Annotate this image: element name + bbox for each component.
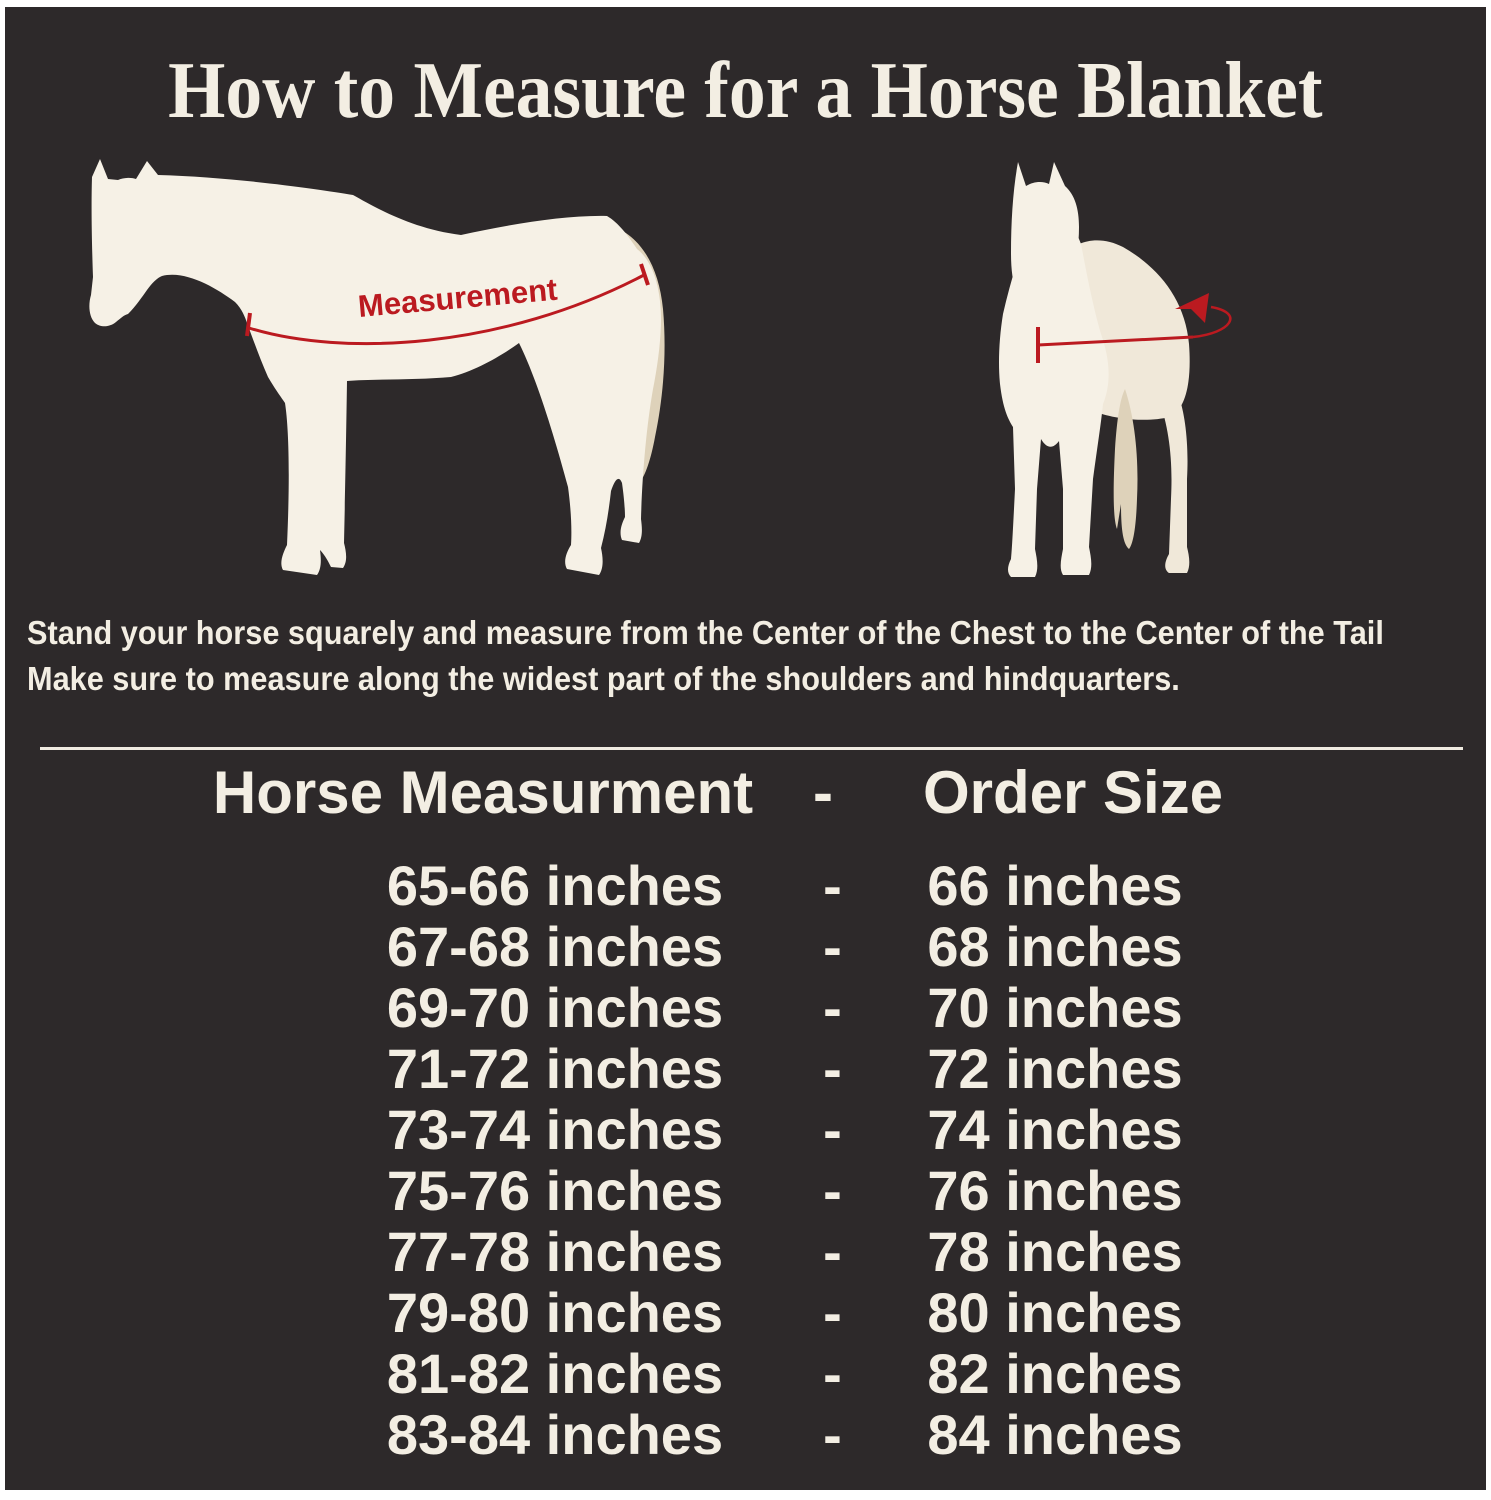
table-row: 83-84 inches - 84 inches xyxy=(305,1404,1250,1465)
table-row: 71-72 inches - 72 inches xyxy=(305,1038,1250,1099)
divider-line xyxy=(40,747,1463,750)
instruction-line-2: Make sure to measure along the widest pa… xyxy=(27,660,1180,697)
row-separator: - xyxy=(823,976,842,1039)
instructions: Stand your horse squarely and measure fr… xyxy=(27,610,1486,702)
row-separator: - xyxy=(823,1342,842,1405)
row-measurement: 81-82 inches xyxy=(386,1342,724,1405)
header-measurement: Horse Measurment xyxy=(212,759,754,826)
row-separator: - xyxy=(823,854,842,917)
row-order: 82 inches xyxy=(927,1342,1183,1405)
table-row: 73-74 inches - 74 inches xyxy=(305,1099,1250,1160)
page-title-text: How to Measure for a Horse Blanket xyxy=(168,47,1323,135)
measurement-line xyxy=(245,263,650,346)
size-table-header: Horse Measurment - Order Size xyxy=(185,759,1281,827)
header-order: Order Size xyxy=(922,759,1224,826)
row-order: 84 inches xyxy=(927,1403,1183,1466)
row-measurement: 79-80 inches xyxy=(386,1281,724,1344)
row-measurement: 75-76 inches xyxy=(386,1159,724,1222)
table-row: 65-66 inches - 66 inches xyxy=(305,855,1250,916)
row-separator: - xyxy=(823,1037,842,1100)
instruction-line-1: Stand your horse squarely and measure fr… xyxy=(27,614,1384,651)
measure-arrow-icon xyxy=(1036,305,1232,363)
header-separator: - xyxy=(813,759,833,826)
row-order: 80 inches xyxy=(927,1281,1183,1344)
page-title: How to Measure for a Horse Blanket xyxy=(5,41,1486,141)
horse-body xyxy=(89,159,662,575)
row-order: 68 inches xyxy=(927,915,1183,978)
row-order: 78 inches xyxy=(927,1220,1183,1283)
row-measurement: 69-70 inches xyxy=(386,976,724,1039)
horse-front-illustration xyxy=(999,162,1232,577)
row-separator: - xyxy=(823,1098,842,1161)
row-order: 66 inches xyxy=(927,854,1183,917)
row-order: 70 inches xyxy=(927,976,1183,1039)
row-separator: - xyxy=(823,915,842,978)
horse-side-illustration: Measurement xyxy=(89,159,665,575)
horse-front-head xyxy=(1011,162,1079,310)
row-measurement: 65-66 inches xyxy=(386,854,724,917)
row-measurement: 73-74 inches xyxy=(386,1098,724,1161)
horse-front-tail xyxy=(1113,389,1138,549)
table-row: 75-76 inches - 76 inches xyxy=(305,1160,1250,1221)
measure-arrowhead-icon xyxy=(1175,293,1209,323)
row-measurement: 77-78 inches xyxy=(386,1220,724,1283)
horse-front-hindleg xyxy=(1159,397,1190,573)
row-order: 72 inches xyxy=(927,1037,1183,1100)
row-separator: - xyxy=(823,1281,842,1344)
row-measurement: 67-68 inches xyxy=(386,915,724,978)
dark-panel: How to Measure for a Horse Blanket Measu… xyxy=(5,7,1486,1490)
row-separator: - xyxy=(823,1220,842,1283)
row-separator: - xyxy=(823,1159,842,1222)
row-separator: - xyxy=(823,1403,842,1466)
table-row: 79-80 inches - 80 inches xyxy=(305,1282,1250,1343)
row-measurement: 83-84 inches xyxy=(386,1403,724,1466)
table-row: 81-82 inches - 82 inches xyxy=(305,1343,1250,1404)
table-row: 69-70 inches - 70 inches xyxy=(305,977,1250,1038)
table-row: 77-78 inches - 78 inches xyxy=(305,1221,1250,1282)
size-table-rows: 65-66 inches - 66 inches 67-68 inches - … xyxy=(305,855,1250,1465)
row-order: 74 inches xyxy=(927,1098,1183,1161)
table-row: 67-68 inches - 68 inches xyxy=(305,916,1250,977)
row-order: 76 inches xyxy=(927,1159,1183,1222)
row-measurement: 71-72 inches xyxy=(386,1037,724,1100)
